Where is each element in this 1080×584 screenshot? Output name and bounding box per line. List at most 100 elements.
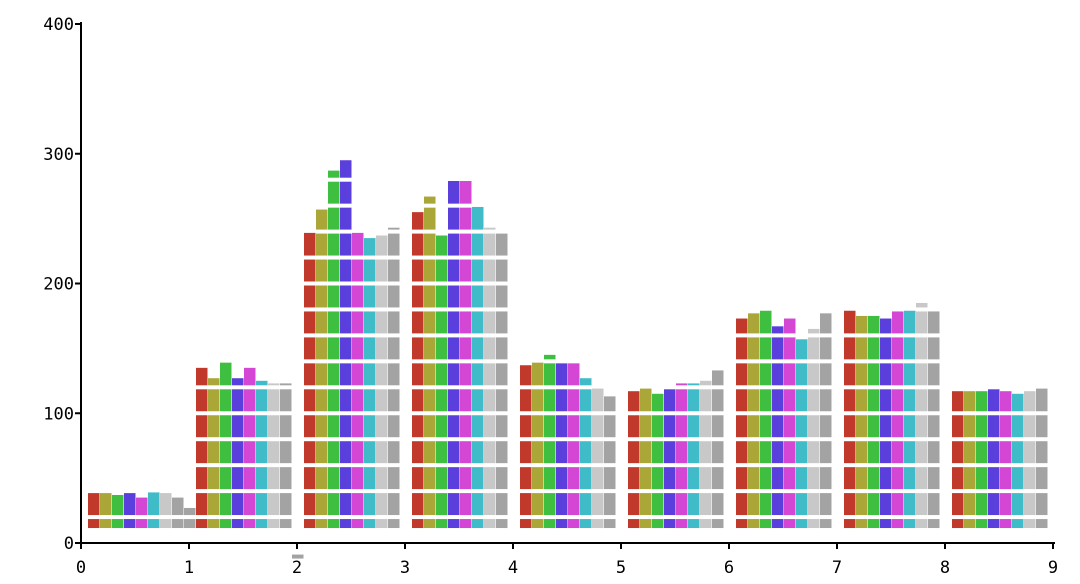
bar-segment [112,494,124,516]
bar-segment [1024,415,1036,438]
bar-segment [676,493,688,516]
bar-segment [916,493,928,516]
bar-group-4-series-5 [580,378,592,529]
bar-segment [232,415,244,438]
bar-segment [520,389,532,412]
y-tick-label: 400 [43,15,74,35]
bar-segment [916,441,928,464]
bar-segment [892,415,904,438]
bar-segment [928,363,940,386]
bar-segment [316,285,328,308]
bar-segment [544,467,556,490]
bar-segment [712,370,724,386]
bar-segment [472,337,484,360]
bar-group-5-series-5 [688,383,700,529]
axes-layer [80,22,1055,544]
bar-segment [916,389,928,412]
bar-segment [592,388,604,412]
bar-segment [760,310,772,334]
bar-segment [496,467,508,490]
bar-segment [1024,391,1036,412]
bar-group-5-series-0 [628,391,640,529]
bar-segment [904,415,916,438]
bar-segment [772,363,784,386]
bar-segment [328,170,340,178]
bar-segment [736,493,748,516]
bar-group-1-series-3 [232,378,244,529]
bar-segment [952,493,964,516]
bar-segment [532,389,544,412]
bar-segment [388,467,400,490]
bar-segment [700,441,712,464]
bar-segment [376,235,388,256]
bar-segment [292,554,304,559]
bar-segment [280,441,292,464]
bar-segment [880,493,892,516]
bar-segment [172,519,184,529]
bar-segment [244,519,256,529]
bar-segment [880,415,892,438]
bar-segment [448,467,460,490]
bar-segment [448,441,460,464]
bar-segment [472,467,484,490]
bar-segment [112,519,124,529]
bar-segment [196,467,208,490]
bar-segment [556,415,568,438]
bar-segment [340,207,352,230]
bar-segment [856,493,868,516]
bar-segment [736,415,748,438]
bar-segment [352,519,364,529]
bar-segment [352,337,364,360]
bar-group-7-series-0 [844,310,856,529]
bar-group-7-series-1 [856,315,868,529]
bar-segment [412,389,424,412]
x-tick-label: 1 [184,558,194,578]
bar-segment [328,233,340,256]
bar-segment [244,441,256,464]
bar-group-2-series-2 [328,170,340,529]
bar-segment [304,389,316,412]
bar-segment [904,337,916,360]
bar-segment [712,415,724,438]
bar-segment [436,337,448,360]
bar-segment [472,206,484,230]
bar-segment [376,467,388,490]
bar-segment [184,519,196,529]
bar-segment [448,337,460,360]
bar-group-4-series-4 [568,363,580,529]
bar-group-4-series-1 [532,362,544,529]
bar-group-0-series-0 [88,493,100,529]
bar-group-7-series-7 [928,311,940,529]
bar-segment [868,467,880,490]
bar-segment [448,311,460,334]
bar-segment [928,441,940,464]
bar-segment [520,365,532,386]
bar-segment [484,363,496,386]
bar-segment [892,441,904,464]
bar-segment [388,233,400,256]
bar-segment [340,441,352,464]
bar-segment [928,519,940,529]
bar-group-4-series-6 [592,388,604,529]
bar-segment [1024,467,1036,490]
bar-segment [352,441,364,464]
bar-segment [700,467,712,490]
bar-group-2-series-5 [364,238,376,529]
bar-segment [820,363,832,386]
bar-segment [640,519,652,529]
bar-segment [244,493,256,516]
bar-segment [820,415,832,438]
bar-group-4-series-7 [604,396,616,529]
bar-segment [580,493,592,516]
bar-segment [412,467,424,490]
bar-segment [568,467,580,490]
bar-segment [148,492,160,516]
bar-segment [220,389,232,412]
bar-segment [1036,519,1048,529]
bar-segment [424,467,436,490]
bar-segment [652,441,664,464]
bar-group-8-series-7 [1036,388,1048,529]
bar-segment [652,393,664,412]
bar-segment [328,467,340,490]
bar-segment [280,467,292,490]
